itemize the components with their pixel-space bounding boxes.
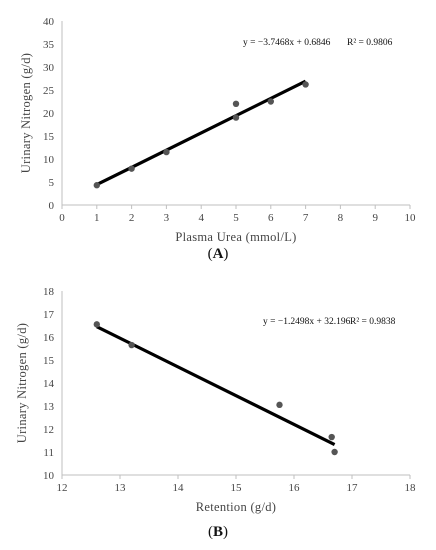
chart-panel-a: 0 1 2 3 4 5 6 7 8 9 10 0 5 10 15 20 25 30 35 40 Plasma Urea … (0, 0, 436, 268)
x-tick-label: 2 (129, 212, 135, 224)
x-tick-label: 18 (405, 482, 417, 494)
x-tick-label: 5 (233, 212, 239, 224)
y-axis-title: Urinary Nitrogen (g/d) (19, 53, 33, 173)
x-tick-label: 0 (59, 212, 65, 224)
caption-b-letter: B (212, 524, 223, 540)
x-tick-label: 13 (115, 482, 127, 494)
caption-b: (B) (207, 524, 228, 540)
y-tick-label: 40 (43, 16, 55, 28)
y-tick-label: 14 (43, 378, 55, 390)
caption-a-letter: A (212, 246, 224, 262)
x-tick-label: 8 (338, 212, 344, 224)
y-tick-label: 18 (43, 286, 55, 298)
x-tick-label: 10 (405, 212, 417, 224)
y-tick-label: 17 (43, 309, 55, 321)
x-tick-label: 14 (173, 482, 185, 494)
y-tick-label: 12 (43, 424, 54, 436)
x-tick-label: 4 (198, 212, 204, 224)
trendline-equation: y = −3.7468x + 0.6846 (243, 38, 331, 48)
data-point (267, 98, 274, 105)
y-tick-label: 35 (43, 39, 55, 51)
data-point (276, 401, 283, 409)
data-point (232, 114, 240, 121)
y-tick-label: 30 (43, 62, 55, 74)
x-tick-label: 12 (57, 482, 68, 494)
caption-a: (A) (207, 246, 229, 262)
x-tick-label: 6 (268, 212, 274, 224)
x-tick-label: 1 (94, 212, 100, 224)
y-axis-title: Urinary Nitrogen (g/d) (15, 323, 29, 443)
data-point (163, 148, 170, 156)
data-point (128, 165, 135, 172)
trendline (96, 79, 307, 187)
x-axis-title: Plasma Urea (mmol/L) (175, 230, 296, 244)
chart-a: 0 1 2 3 4 5 6 7 8 9 10 0 5 10 15 20 25 30 35 40 Plasma Urea … (19, 16, 417, 244)
data-point (93, 321, 101, 328)
x-axis-title: Retention (g/d) (196, 500, 277, 514)
chart-b: 12 13 14 15 16 17 18 10 11 12 13 14 15 16 17 18 Retentio… (15, 286, 417, 514)
x-tick-label: 7 (303, 212, 309, 224)
x-tick-label: 17 (347, 482, 359, 494)
y-tick-label: 11 (43, 447, 54, 459)
x-tick-label: 16 (289, 482, 301, 494)
x-tick-label: 9 (372, 212, 378, 224)
data-point (128, 341, 135, 349)
y-tick-label: 15 (43, 131, 55, 143)
r-squared-label: R² = 0.9838 (350, 317, 396, 327)
y-tick-label: 20 (43, 108, 55, 120)
y-tick-label: 10 (43, 470, 55, 482)
trendline-equation: y = −1.2498x + 32.196 (263, 317, 351, 327)
y-tick-label: 15 (43, 355, 55, 367)
chart-panel-b: 12 13 14 15 16 17 18 10 11 12 13 14 15 16 17 18 Retentio… (0, 268, 436, 550)
data-point (328, 433, 335, 441)
y-tick-label: 5 (49, 177, 55, 189)
x-tick-label: 3 (164, 212, 170, 224)
data-point (331, 448, 338, 456)
y-tick-label: 0 (49, 200, 55, 212)
data-point (232, 100, 240, 108)
y-tick-label: 10 (43, 154, 55, 166)
trendline (96, 325, 336, 446)
y-tick-label: 25 (43, 85, 55, 97)
x-tick-label: 15 (231, 482, 243, 494)
y-tick-label: 16 (43, 332, 55, 344)
r-squared-label: R² = 0.9806 (347, 38, 393, 48)
data-point (302, 81, 309, 88)
y-tick-label: 13 (43, 401, 55, 413)
data-point (93, 182, 101, 189)
